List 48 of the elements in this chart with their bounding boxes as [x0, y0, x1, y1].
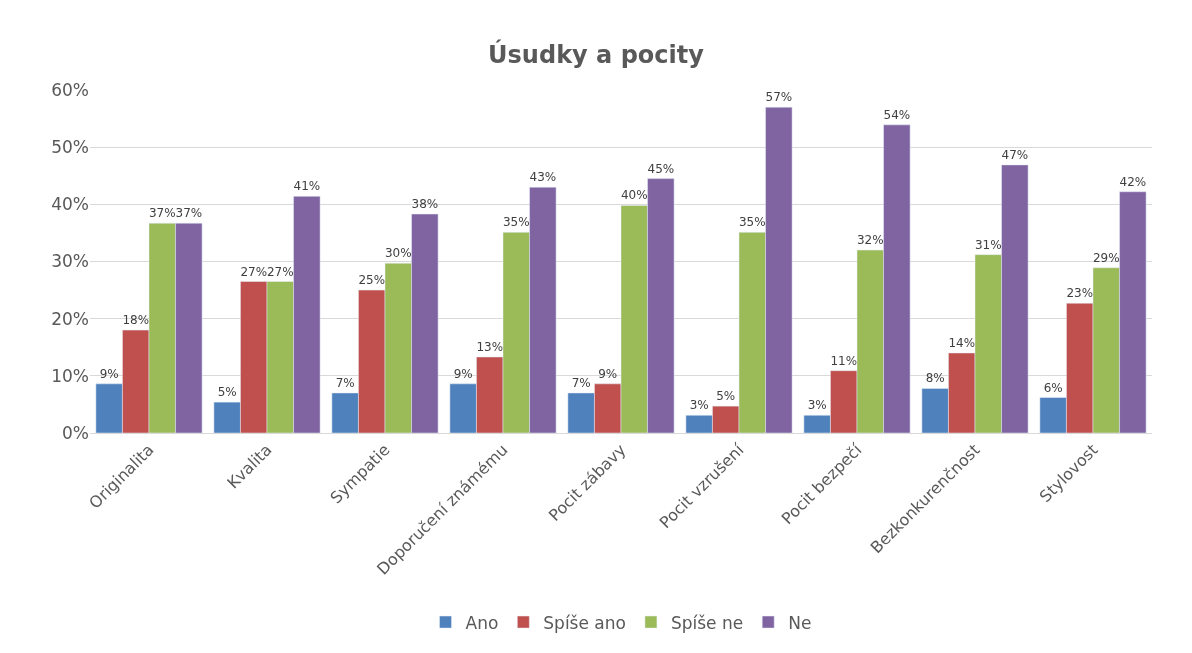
data-label: 42% [1119, 174, 1147, 189]
data-label: 57% [765, 90, 793, 105]
y-tick-label: 0% [62, 422, 89, 443]
legend-label: Ano [465, 612, 499, 633]
data-label: 6% [1043, 380, 1063, 395]
data-label: 11% [830, 353, 858, 368]
data-label: 45% [647, 161, 675, 176]
chart-title: Úsudky a pocity [488, 38, 705, 69]
data-label: 9% [453, 366, 473, 381]
data-label: 14% [948, 335, 976, 350]
data-label: 25% [358, 273, 386, 288]
data-label: 5% [217, 385, 237, 400]
data-label: 18% [122, 313, 150, 328]
legend-label: Ne [788, 612, 812, 633]
data-label: 43% [529, 170, 557, 185]
data-label: 54% [883, 107, 911, 122]
data-label: 9% [598, 366, 618, 381]
y-tick-label: 20% [51, 308, 89, 329]
data-label: 29% [1092, 250, 1120, 265]
data-label: 30% [384, 246, 412, 261]
y-tick-label: 60% [51, 79, 89, 100]
data-label: 37% [175, 206, 203, 221]
data-label: 27% [240, 264, 268, 279]
data-label: 13% [476, 339, 504, 354]
data-label: 32% [856, 233, 884, 248]
y-tick-label: 10% [51, 365, 89, 386]
data-label: 7% [335, 375, 355, 390]
y-tick-label: 40% [51, 194, 89, 215]
data-label: 23% [1066, 286, 1094, 301]
data-label: 27% [266, 264, 294, 279]
data-label: 5% [716, 389, 736, 404]
legend-label: Spíše ano [543, 612, 626, 633]
data-label: 7% [571, 375, 591, 390]
data-label: 37% [148, 206, 176, 221]
legend-label: Spíše ne [670, 612, 744, 633]
data-label: 8% [925, 371, 945, 386]
data-label: 41% [293, 179, 321, 194]
data-label: 40% [620, 188, 648, 203]
data-label: 35% [502, 215, 530, 230]
data-label: 31% [974, 237, 1002, 252]
data-label: 47% [1001, 147, 1029, 162]
y-tick-label: 50% [51, 137, 89, 158]
data-label: 3% [807, 398, 827, 413]
data-label: 38% [411, 197, 439, 212]
y-tick-label: 30% [51, 251, 89, 272]
data-label: 9% [99, 366, 119, 381]
data-label: 35% [738, 215, 766, 230]
data-label: 3% [689, 398, 709, 413]
